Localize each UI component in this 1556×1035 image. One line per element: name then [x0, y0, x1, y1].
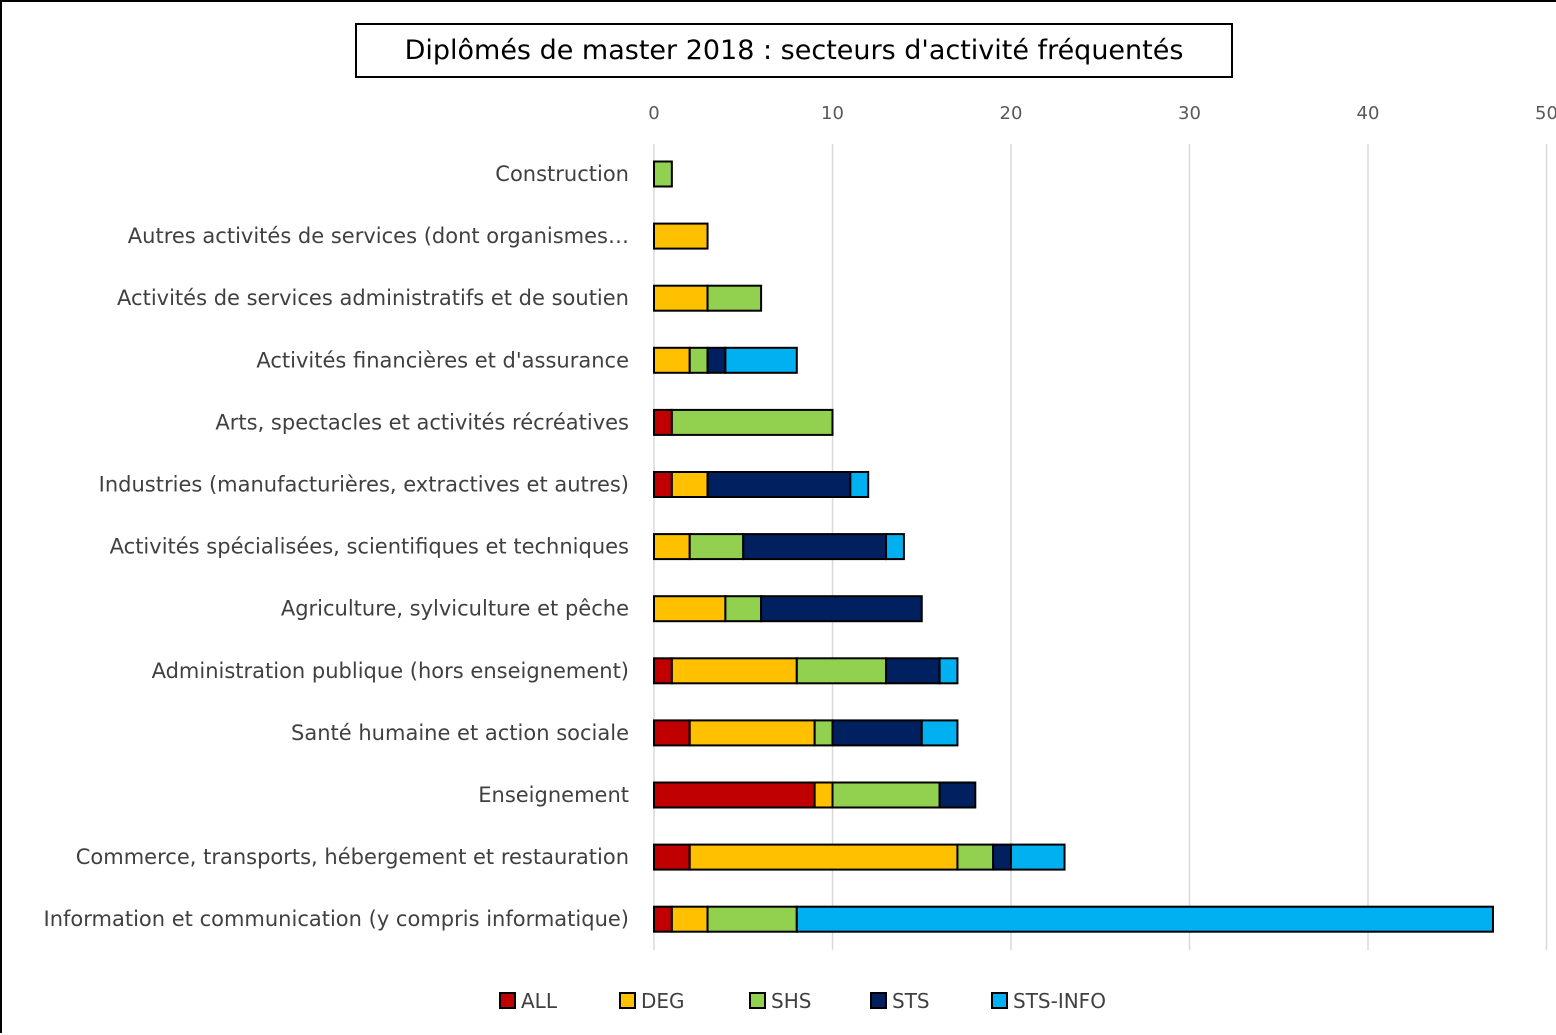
- bar-segment-deg: [653, 284, 709, 312]
- legend-swatch: [749, 992, 766, 1009]
- bar-segment-sts-info: [849, 471, 870, 498]
- bar-segment-sts-info: [885, 533, 905, 561]
- x-axis-ticks: 0 10 20 30 40 50: [648, 103, 1556, 124]
- bar-segment-sts-info: [724, 346, 798, 374]
- bar-segment-shs: [688, 533, 745, 561]
- bar-segment-deg: [670, 471, 709, 498]
- bar-segment-all: [653, 657, 673, 685]
- category-label: Agriculture, sylviculture et pêche: [281, 597, 629, 621]
- bar-segment-shs: [813, 719, 834, 747]
- legend-item-sts-info: STS-INFO: [991, 989, 1106, 1013]
- x-tick-label: 50: [1535, 103, 1556, 124]
- category-label: Activités de services administratifs et …: [117, 286, 629, 310]
- x-tick-label: 0: [648, 103, 659, 124]
- legend-item-shs: SHS: [749, 989, 811, 1013]
- bar-segment-shs: [724, 595, 763, 623]
- category-label: Administration publique (hors enseigneme…: [152, 659, 629, 683]
- legend-item-sts: STS: [870, 989, 930, 1013]
- bar-segment-all: [653, 905, 673, 933]
- category-label: Commerce, transports, hébergement et res…: [76, 845, 629, 869]
- bar-segment-deg: [813, 781, 834, 809]
- x-tick-label: 40: [1357, 103, 1380, 124]
- bar-segment-deg: [653, 533, 691, 561]
- legend-label: DEG: [641, 989, 685, 1013]
- legend-label: ALL: [521, 989, 558, 1013]
- category-labels: Construction Autres activités de services…: [44, 162, 630, 931]
- bar-segment-shs: [688, 346, 709, 374]
- bar-segment-sts: [885, 657, 941, 685]
- category-label: Industries (manufacturières, extractives…: [99, 473, 629, 497]
- category-label: Activités financières et d'assurance: [256, 348, 629, 372]
- bar-segment-deg: [653, 346, 691, 374]
- bar-segment-deg: [653, 222, 709, 250]
- category-label: Information et communication (y compris …: [44, 907, 630, 931]
- category-label: Santé humaine et action sociale: [291, 721, 629, 745]
- bar-segment-all: [653, 719, 691, 747]
- category-label: Autres activités de services (dont organ…: [128, 224, 629, 248]
- legend-label: STS: [892, 989, 930, 1013]
- bar-segment-sts-info: [920, 719, 959, 747]
- legend-swatch: [991, 992, 1008, 1009]
- bar-segment-sts-info: [938, 657, 959, 685]
- bar-segment-deg: [688, 843, 959, 871]
- bar-segment-shs: [670, 408, 834, 436]
- legend: ALL DEG SHS STS STS-INFO: [499, 989, 1106, 1013]
- bar-segment-sts: [992, 843, 1013, 871]
- legend-label: STS-INFO: [1013, 989, 1106, 1013]
- bar-segment-sts: [831, 719, 923, 747]
- category-label: Activités spécialisées, scientifiques et…: [110, 535, 629, 559]
- category-label: Enseignement: [478, 783, 629, 807]
- bars: [653, 160, 1494, 933]
- x-tick-label: 30: [1178, 103, 1201, 124]
- legend-label: SHS: [771, 989, 811, 1013]
- bar-segment-all: [653, 408, 673, 436]
- bar-segment-shs: [706, 284, 763, 312]
- legend-swatch: [870, 992, 887, 1009]
- category-label: Construction: [495, 162, 629, 186]
- legend-swatch: [499, 992, 516, 1009]
- chart-title: Diplômés de master 2018 : secteurs d'act…: [355, 23, 1233, 78]
- bar-segment-shs: [795, 657, 888, 685]
- bar-segment-sts: [742, 533, 888, 561]
- bar-segment-shs: [706, 905, 798, 933]
- bar-segment-sts-info: [795, 905, 1494, 933]
- legend-item-deg: DEG: [619, 989, 685, 1013]
- bar-segment-all: [653, 843, 691, 871]
- bar-segment-deg: [688, 719, 816, 747]
- x-tick-label: 20: [1000, 103, 1023, 124]
- bar-segment-sts: [706, 471, 852, 498]
- bar-segment-all: [653, 471, 673, 498]
- bar-segment-sts-info: [1010, 843, 1066, 871]
- bar-segment-sts: [760, 595, 923, 623]
- bar-segment-shs: [956, 843, 995, 871]
- bar-segment-all: [653, 781, 816, 809]
- bar-segment-shs: [831, 781, 941, 809]
- legend-item-all: ALL: [499, 989, 558, 1013]
- bar-segment-deg: [670, 657, 798, 685]
- x-tick-label: 10: [821, 103, 844, 124]
- bar-segment-deg: [653, 595, 727, 623]
- bar-segment-sts: [706, 346, 727, 374]
- bar-segment-sts: [938, 781, 977, 809]
- category-label: Arts, spectacles et activités récréative…: [215, 410, 629, 434]
- legend-swatch: [619, 992, 636, 1009]
- bar-segment-deg: [670, 905, 709, 933]
- bar-segment-shs: [653, 160, 673, 188]
